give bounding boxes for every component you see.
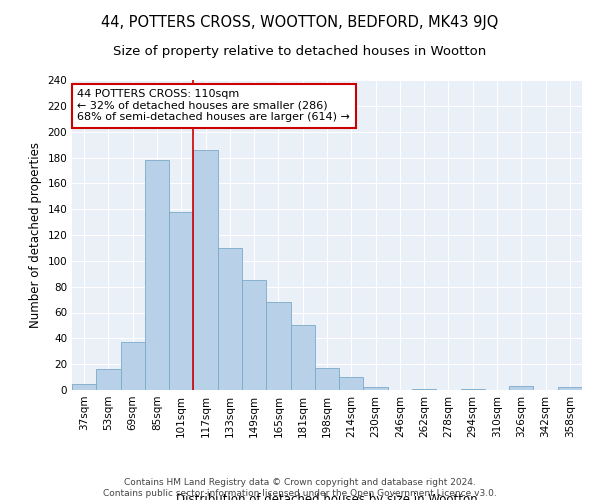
- Bar: [145, 160, 169, 390]
- Bar: [96, 370, 121, 390]
- Bar: [461, 388, 485, 390]
- Bar: [72, 384, 96, 390]
- Bar: [364, 388, 388, 390]
- Bar: [266, 302, 290, 390]
- Bar: [218, 248, 242, 390]
- Text: Contains HM Land Registry data © Crown copyright and database right 2024.
Contai: Contains HM Land Registry data © Crown c…: [103, 478, 497, 498]
- Bar: [193, 150, 218, 390]
- Bar: [509, 386, 533, 390]
- Bar: [339, 377, 364, 390]
- Bar: [242, 280, 266, 390]
- Text: Size of property relative to detached houses in Wootton: Size of property relative to detached ho…: [113, 45, 487, 58]
- Text: 44 POTTERS CROSS: 110sqm
← 32% of detached houses are smaller (286)
68% of semi-: 44 POTTERS CROSS: 110sqm ← 32% of detach…: [77, 90, 350, 122]
- Bar: [121, 342, 145, 390]
- X-axis label: Distribution of detached houses by size in Wootton: Distribution of detached houses by size …: [176, 492, 478, 500]
- Bar: [315, 368, 339, 390]
- Y-axis label: Number of detached properties: Number of detached properties: [29, 142, 42, 328]
- Bar: [558, 388, 582, 390]
- Bar: [169, 212, 193, 390]
- Bar: [290, 326, 315, 390]
- Text: 44, POTTERS CROSS, WOOTTON, BEDFORD, MK43 9JQ: 44, POTTERS CROSS, WOOTTON, BEDFORD, MK4…: [101, 15, 499, 30]
- Bar: [412, 388, 436, 390]
